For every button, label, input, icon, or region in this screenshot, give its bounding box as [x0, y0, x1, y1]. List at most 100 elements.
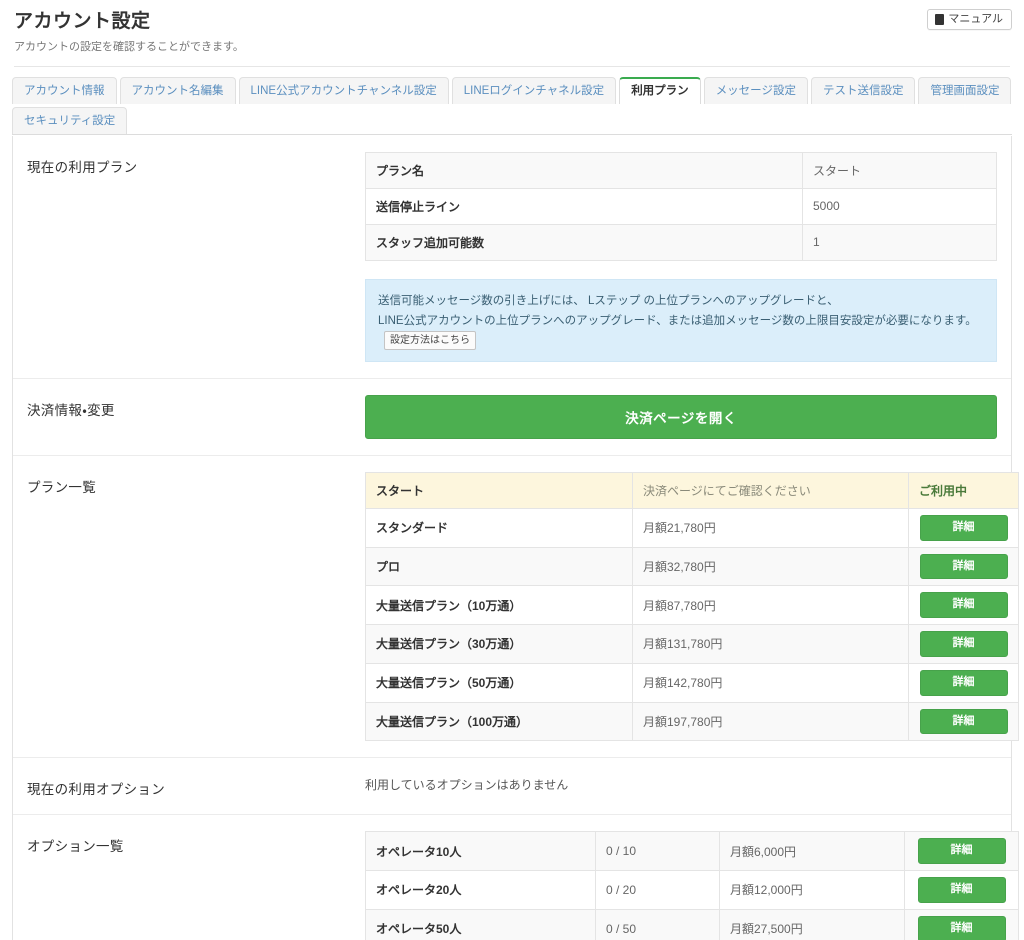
table-row: 送信停止ライン 5000: [365, 187, 997, 225]
plan-list-table: スタート 決済ページにてご確認ください ご利用中 スタンダード 月額21,780円 詳細プ…: [365, 471, 1019, 742]
plan-action-cell: 詳細: [908, 546, 1019, 587]
table-row: オペレータ50人 0 / 50 月額27,500円 詳細: [365, 908, 1019, 940]
option-price: 月額6,000円: [719, 831, 905, 871]
upgrade-notice-text: 送信可能メッセージ数の引き上げには、 Lステップ の上位プランへのアップグレード…: [378, 291, 984, 331]
section-option-list: オプション一覧 オペレータ10人 0 / 10 月額6,000円 詳細 オペレータ20人…: [13, 815, 1019, 940]
tab-bar: アカウント情報 アカウント名編集 LINE公式アカウントチャンネル設定 LINEログイ…: [0, 66, 1024, 135]
tab-label: テスト送信設定: [822, 84, 904, 97]
tab-label: アカウント情報: [24, 84, 105, 97]
option-action-cell: 詳細: [904, 831, 1019, 871]
status-badge: ご利用中: [908, 471, 1019, 509]
plan-price: 月額87,780円: [632, 585, 909, 625]
current-plan-table: プラン名 スタート 送信停止ライン 5000 スタッフ追加可能数 1: [365, 151, 997, 261]
option-name: オペレータ10人: [365, 831, 596, 871]
plan-price: 月額197,780円: [632, 701, 909, 742]
option-detail-button[interactable]: 詳細: [917, 877, 1006, 903]
upgrade-notice-line2: LINE公式アカウントの上位プランへのアップグレード、または追加メッセージ数の上…: [378, 314, 977, 327]
option-usage: 0 / 10: [595, 831, 720, 871]
current-option-empty-text: 利用しているオプションはありません: [365, 778, 569, 793]
tab-list: アカウント情報 アカウント名編集 LINE公式アカウントチャンネル設定 LINEログイ…: [12, 76, 1012, 135]
option-list-table: オペレータ10人 0 / 10 月額6,000円 詳細 オペレータ20人 0 / 20 月額…: [365, 831, 1019, 940]
tab-label: メッセージ設定: [715, 84, 796, 97]
table-row: オペレータ10人 0 / 10 月額6,000円 詳細: [365, 831, 1019, 871]
tab-5[interactable]: メッセージ設定: [703, 76, 808, 105]
plan-action-cell: 詳細: [908, 585, 1019, 625]
tab-2[interactable]: LINE公式アカウントチャンネル設定: [238, 76, 449, 105]
open-payment-page-button[interactable]: 決済ページを開く: [365, 394, 997, 439]
manual-button[interactable]: マニュアル: [927, 9, 1012, 30]
plan-price: 月額142,780円: [632, 662, 909, 703]
page-title: アカウント設定: [14, 11, 151, 32]
option-detail-button[interactable]: 詳細: [917, 838, 1006, 864]
section-plan-list: プラン一覧 スタート 決済ページにてご確認ください ご利用中 スタンダード 月額21,7…: [13, 456, 1019, 759]
setup-guide-button[interactable]: 設定方法はこちら: [384, 330, 476, 350]
section-label-payment: 決済情報・変更: [27, 402, 115, 418]
tab-6[interactable]: テスト送信設定: [810, 76, 916, 105]
current-plan-key: プラン名: [365, 151, 803, 189]
plan-name: 大量送信プラン（100万通）: [365, 701, 633, 742]
settings-card: 現在の利用プラン プラン名 スタート 送信停止ライン 5000 スタッフ追加可能数 1 送…: [12, 135, 1019, 940]
header-divider: [14, 65, 1010, 67]
table-row: スタッフ追加可能数 1: [365, 223, 997, 261]
current-plan-value: 5000: [802, 187, 997, 225]
plan-detail-button[interactable]: 詳細: [919, 592, 1008, 618]
current-plan-value: スタート: [802, 151, 997, 189]
current-plan-body: プラン名 スタート 送信停止ライン 5000 スタッフ追加可能数 1 送信可能メッセージ数…: [365, 151, 997, 362]
tab-1[interactable]: アカウント名編集: [119, 76, 236, 105]
option-name: オペレータ20人: [365, 870, 596, 910]
tab-4[interactable]: 利用プラン: [619, 76, 701, 105]
option-price: 月額12,000円: [719, 870, 905, 910]
option-usage: 0 / 20: [595, 870, 720, 910]
section-current-plan: 現在の利用プラン プラン名 スタート 送信停止ライン 5000 スタッフ追加可能数 1 送…: [13, 136, 1011, 379]
plan-header-name: スタート: [365, 471, 633, 509]
plan-name: スタンダード: [365, 507, 633, 548]
tab-label: セキュリティ設定: [24, 115, 116, 128]
option-detail-button[interactable]: 詳細: [917, 915, 1006, 940]
plan-header-price: 決済ページにてご確認ください: [632, 471, 909, 509]
tab-label: LINEログインチャネル設定: [463, 84, 605, 97]
section-label-option-list: オプション一覧: [27, 839, 124, 855]
plan-detail-button[interactable]: 詳細: [919, 669, 1008, 696]
table-row: 大量送信プラン（30万通） 月額131,780円 詳細: [365, 624, 1019, 664]
tab-label: アカウント名編集: [131, 84, 224, 97]
current-plan-key: スタッフ追加可能数: [365, 223, 803, 261]
tab-label: 利用プラン: [631, 84, 689, 97]
plan-action-cell: 詳細: [908, 507, 1019, 548]
section-label-current-option: 現在の利用オプション: [27, 782, 165, 798]
manual-button-label: マニュアル: [948, 13, 1003, 25]
table-row: オペレータ20人 0 / 20 月額12,000円 詳細: [365, 870, 1019, 910]
tab-3[interactable]: LINEログインチャネル設定: [451, 76, 617, 105]
tab-8[interactable]: セキュリティ設定: [12, 107, 128, 135]
plan-name: プロ: [365, 546, 633, 587]
option-action-cell: 詳細: [904, 908, 1019, 940]
section-payment: 決済情報・変更 決済ページを開く: [13, 379, 1011, 456]
plan-list-body: スタート 決済ページにてご確認ください ご利用中 スタンダード 月額21,780円 詳細プ…: [365, 471, 1019, 742]
plan-price: 月額131,780円: [632, 624, 909, 664]
book-icon: [935, 14, 945, 25]
current-plan-key: 送信停止ライン: [365, 187, 803, 225]
plan-list-header-row: スタート 決済ページにてご確認ください ご利用中: [365, 471, 1019, 509]
tab-label: LINE公式アカウントチャンネル設定: [250, 84, 437, 97]
plan-price: 月額32,780円: [632, 546, 909, 587]
table-row: 大量送信プラン（50万通） 月額142,780円 詳細: [365, 662, 1019, 703]
plan-action-cell: 詳細: [908, 701, 1019, 742]
option-name: オペレータ50人: [365, 908, 596, 940]
table-row: プロ 月額32,780円 詳細: [365, 546, 1019, 587]
upgrade-notice-line1: 送信可能メッセージ数の引き上げには、 Lステップ の上位プランへのアップグレード…: [378, 294, 839, 307]
payment-body: 決済ページを開く: [365, 394, 997, 439]
plan-detail-button[interactable]: 詳細: [919, 553, 1008, 580]
plan-detail-button[interactable]: 詳細: [919, 631, 1008, 657]
plan-price: 月額21,780円: [632, 507, 909, 548]
tab-underline: [12, 133, 1012, 135]
option-list-body: オペレータ10人 0 / 10 月額6,000円 詳細 オペレータ20人 0 / 20 月額…: [365, 831, 1019, 940]
tab-0[interactable]: アカウント情報: [12, 76, 117, 105]
table-row: プラン名 スタート: [365, 151, 997, 189]
plan-detail-button[interactable]: 詳細: [919, 514, 1008, 541]
plan-detail-button[interactable]: 詳細: [919, 708, 1008, 735]
section-label-plan-list: プラン一覧: [27, 479, 96, 495]
plan-name: 大量送信プラン（50万通）: [365, 662, 633, 703]
tab-7[interactable]: 管理画面設定: [918, 76, 1012, 105]
tab-label: 管理画面設定: [930, 84, 1000, 97]
plan-action-cell: 詳細: [908, 662, 1019, 703]
